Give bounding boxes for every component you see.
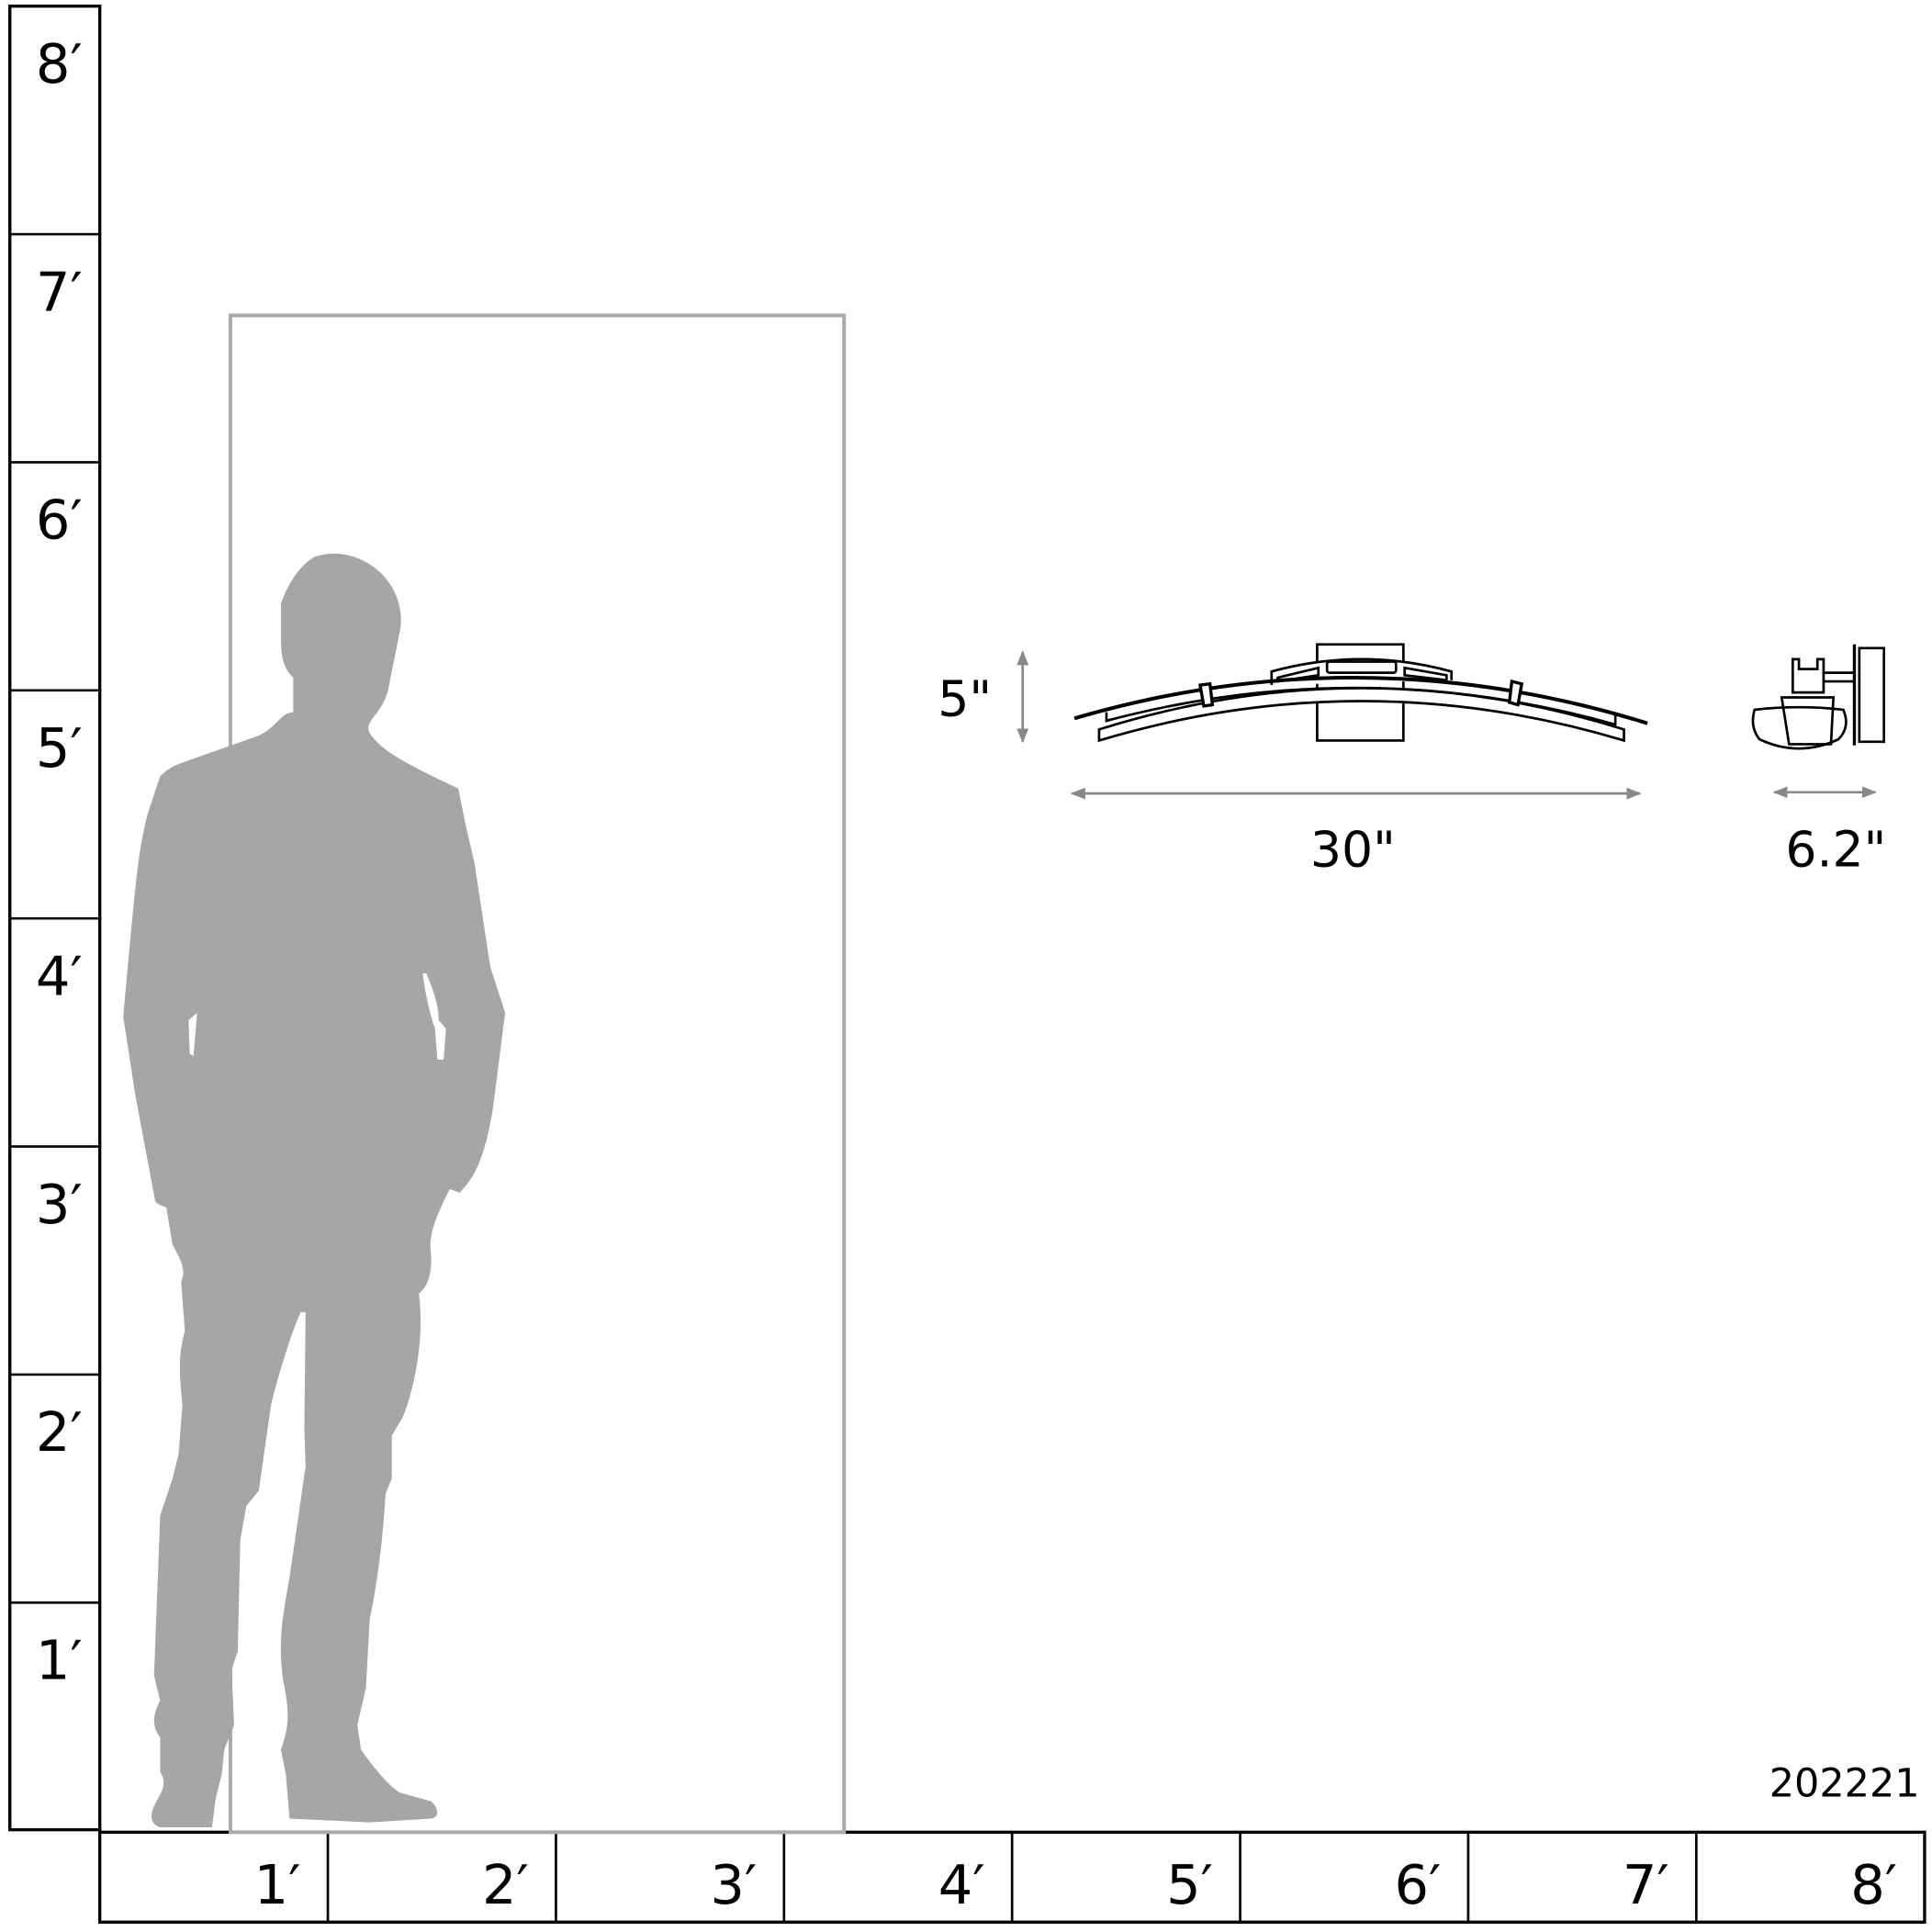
horizontal-ruler-label: 7′ xyxy=(1623,1853,1669,1916)
height-label: 5" xyxy=(938,670,992,728)
horizontal-ruler-label: 6′ xyxy=(1394,1853,1441,1916)
horizontal-ruler-label: 8′ xyxy=(1850,1853,1897,1916)
vertical-ruler-label: 1′ xyxy=(36,1629,83,1692)
horizontal-ruler-label: 1′ xyxy=(254,1853,301,1916)
fixture-side-view xyxy=(1751,644,1886,750)
width-label: 30" xyxy=(1310,820,1396,878)
vertical-ruler-label: 2′ xyxy=(36,1400,83,1464)
horizontal-ruler: 1′ 2′ 3′ 4′ 5′ 6′ 7′ 8′ xyxy=(98,1830,1926,1924)
horizontal-ruler-label: 5′ xyxy=(1166,1853,1213,1916)
horizontal-ruler-label: 3′ xyxy=(710,1853,757,1916)
depth-label: 6.2" xyxy=(1785,820,1886,878)
vertical-ruler-label: 4′ xyxy=(36,944,83,1007)
hand-gap-left xyxy=(188,1012,197,1056)
vertical-ruler: 8′ 7′ 6′ 5′ 4′ 3′ 2′ 1′ xyxy=(8,5,102,1832)
vertical-ruler-label: 7′ xyxy=(36,260,83,323)
fixture-front-view xyxy=(1073,643,1648,743)
vertical-ruler-label: 6′ xyxy=(36,489,83,552)
person-silhouette xyxy=(123,553,506,1827)
hand-gap-right xyxy=(422,973,446,1060)
product-code: 202221 xyxy=(1769,1760,1920,1806)
vertical-ruler-label: 3′ xyxy=(36,1173,83,1236)
vertical-ruler-label: 5′ xyxy=(36,716,83,780)
vertical-ruler-label: 8′ xyxy=(36,32,83,95)
horizontal-ruler-label: 4′ xyxy=(938,1853,985,1916)
horizontal-ruler-label: 2′ xyxy=(482,1853,529,1916)
